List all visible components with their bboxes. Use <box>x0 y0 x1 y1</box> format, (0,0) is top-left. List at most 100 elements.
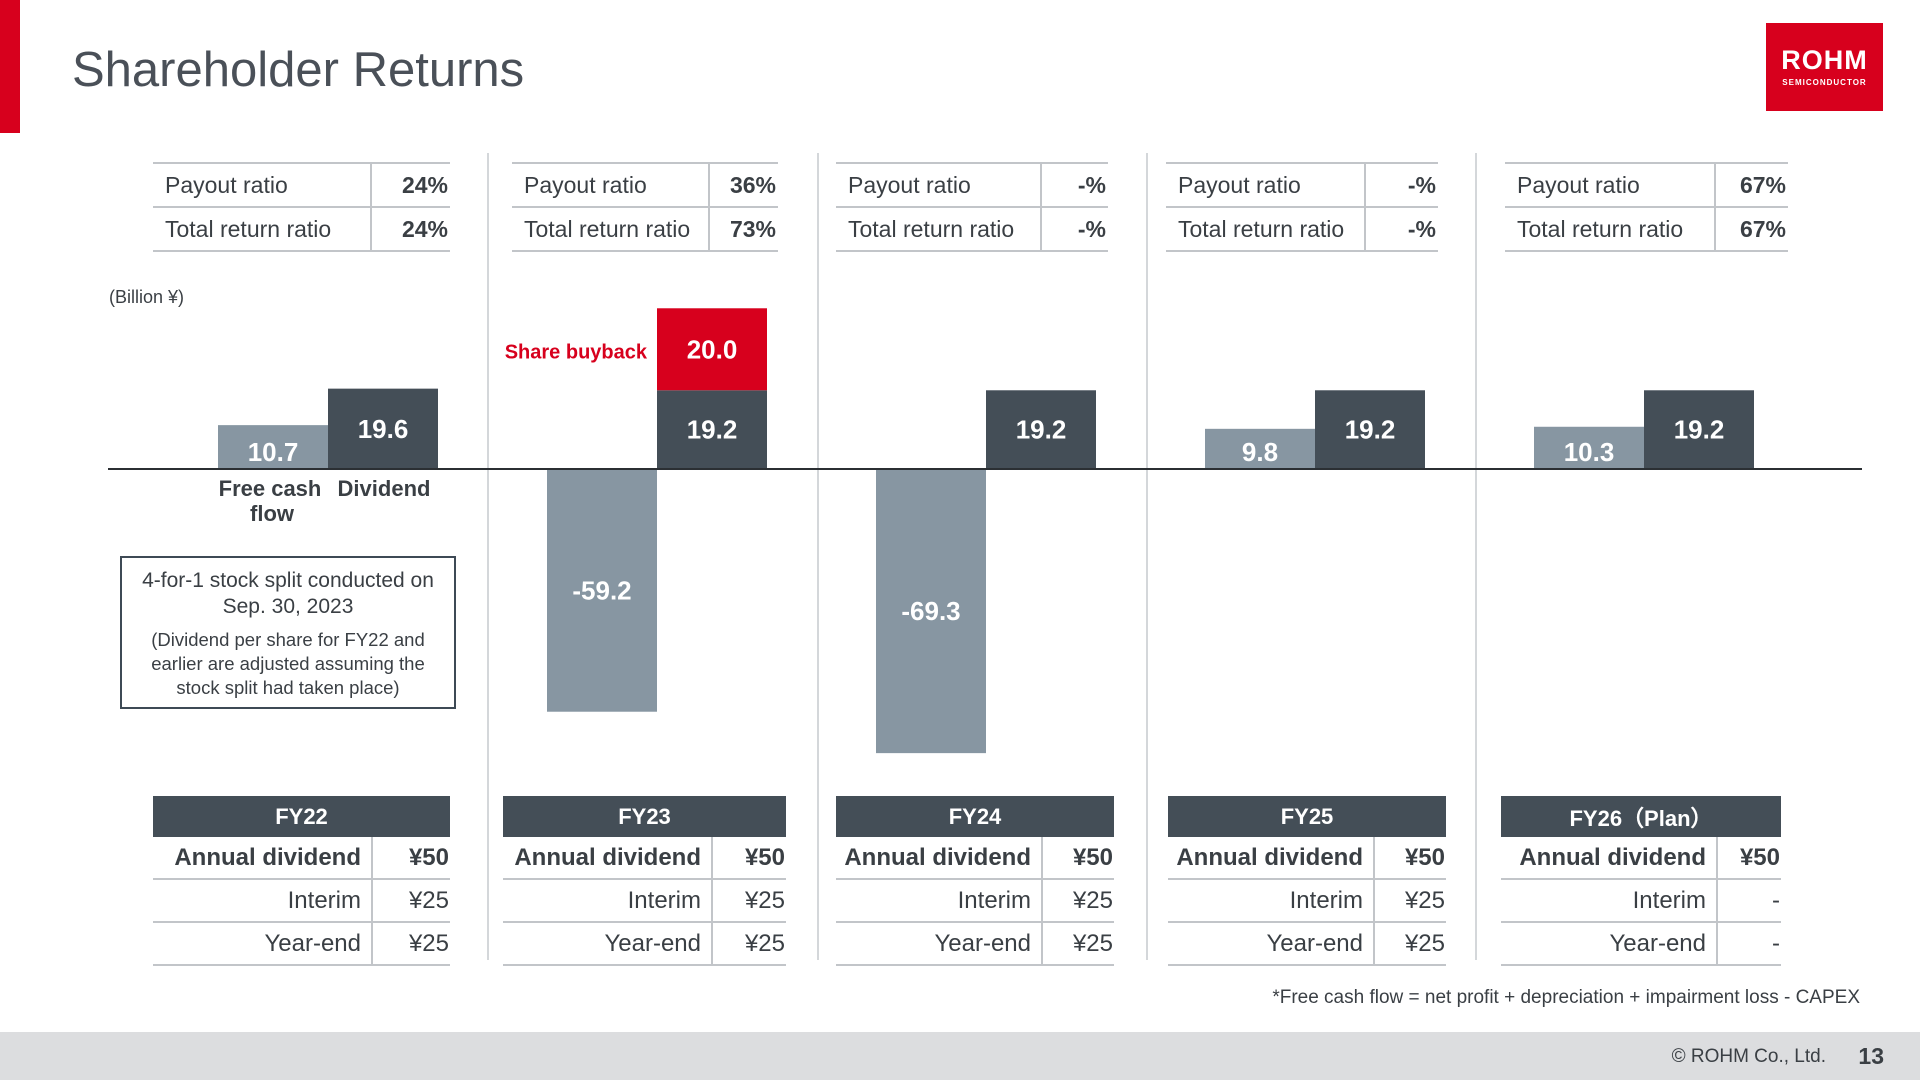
logo-main-text: ROHM <box>1781 45 1868 75</box>
year-end-label: Year-end <box>1501 922 1717 966</box>
dividend-value-label: 19.6 <box>358 414 409 444</box>
rohm-logo: ROHM SEMICONDUCTOR <box>1766 23 1883 111</box>
dividend-table-fy23: FY23 Annual dividend ¥50 Interim ¥25 Year-… <box>503 796 786 966</box>
total-return-ratio-value: 24% <box>370 207 450 252</box>
annual-dividend-value: ¥50 <box>1373 837 1446 880</box>
payout-ratio-value: -% <box>1040 162 1108 208</box>
payout-ratio-label: Payout ratio <box>836 162 1041 208</box>
ratio-table-fy24: Payout ratio -% Total return ratio -% <box>836 162 1108 252</box>
fiscal-year-header: FY22 <box>153 796 450 837</box>
total-return-ratio-value: 73% <box>708 207 778 252</box>
free-cash-flow-label: flow <box>250 501 295 526</box>
page-title: Shareholder Returns <box>72 43 525 97</box>
dividend-table-fy25: FY25 Annual dividend ¥50 Interim ¥25 Year-… <box>1168 796 1446 966</box>
ratio-table-fy23: Payout ratio 36% Total return ratio 73% <box>512 162 778 252</box>
fcf-bar <box>1534 426 1644 469</box>
year-end-label: Year-end <box>1168 922 1374 966</box>
annual-dividend-label: Annual dividend <box>836 837 1042 880</box>
total-return-ratio-value: -% <box>1364 207 1438 252</box>
fiscal-year-header: FY24 <box>836 796 1114 837</box>
annual-dividend-value: ¥50 <box>1041 837 1114 880</box>
shareholder-returns-chart: 10.7 19.6 -59.2 19.2 20.0 Share buyback -69.3 1… <box>108 308 1862 754</box>
year-end-label: Year-end <box>503 922 712 966</box>
annual-dividend-label: Annual dividend <box>1168 837 1374 880</box>
annual-dividend-label: Annual dividend <box>1501 837 1717 880</box>
total-return-ratio-label: Total return ratio <box>836 207 1041 252</box>
dividend-value-label: 19.2 <box>1674 415 1725 445</box>
payout-ratio-label: Payout ratio <box>1505 162 1715 208</box>
unit-label: (Billion ¥) <box>109 287 185 307</box>
fcf-value-label: 10.3 <box>1564 437 1615 467</box>
fcf-bar <box>218 425 328 469</box>
interim-label: Interim <box>153 879 372 923</box>
share-buyback-label: Share buyback <box>505 341 648 363</box>
dividend-bar <box>657 390 767 469</box>
payout-ratio-value: 36% <box>708 162 778 208</box>
year-end-value: ¥25 <box>371 922 450 966</box>
payout-ratio-label: Payout ratio <box>153 162 371 208</box>
fcf-bar <box>876 469 986 754</box>
fcf-value-label: 10.7 <box>248 437 299 467</box>
annual-dividend-value: ¥50 <box>711 837 786 880</box>
page-number: 13 <box>1858 1043 1884 1069</box>
dividend-bar <box>328 388 438 469</box>
dividend-value-label: 19.2 <box>687 415 738 445</box>
dividend-bar <box>1315 390 1425 469</box>
ratio-table-fy25: Payout ratio -% Total return ratio -% <box>1166 162 1438 252</box>
annual-dividend-label: Annual dividend <box>153 837 372 880</box>
total-return-ratio-value: -% <box>1040 207 1108 252</box>
fcf-value-label: -59.2 <box>572 575 631 605</box>
total-return-ratio-label: Total return ratio <box>1505 207 1715 252</box>
total-return-ratio-label: Total return ratio <box>512 207 709 252</box>
year-end-label: Year-end <box>836 922 1042 966</box>
fcf-footnote: *Free cash flow = net profit + depreciat… <box>1272 987 1860 1008</box>
copyright: © ROHM Co., Ltd. <box>1671 1046 1826 1067</box>
column-divider <box>817 153 819 960</box>
year-end-value: ¥25 <box>1373 922 1446 966</box>
fiscal-year-header: FY25 <box>1168 796 1446 837</box>
interim-value: ¥25 <box>711 879 786 923</box>
interim-value: ¥25 <box>1373 879 1446 923</box>
year-end-value: - <box>1716 922 1781 966</box>
column-divider <box>1146 153 1148 960</box>
total-return-ratio-label: Total return ratio <box>1166 207 1365 252</box>
annual-dividend-value: ¥50 <box>1716 837 1781 880</box>
fiscal-year-header: FY23 <box>503 796 786 837</box>
year-end-label: Year-end <box>153 922 372 966</box>
annual-dividend-value: ¥50 <box>371 837 450 880</box>
interim-label: Interim <box>836 879 1042 923</box>
payout-ratio-label: Payout ratio <box>1166 162 1365 208</box>
fcf-bar <box>1205 428 1315 469</box>
payout-ratio-value: 67% <box>1714 162 1788 208</box>
accent-bar <box>0 0 20 133</box>
fiscal-year-header: FY26（Plan） <box>1501 796 1781 837</box>
dividend-bar <box>986 390 1096 469</box>
interim-value: - <box>1716 879 1781 923</box>
column-divider <box>1475 153 1477 960</box>
note-sub-text: (Dividend per share for FY22 and earlier… <box>151 629 425 698</box>
year-end-value: ¥25 <box>711 922 786 966</box>
share-buyback-bar <box>657 308 767 391</box>
total-return-ratio-label: Total return ratio <box>153 207 371 252</box>
ratio-table-fy26: Payout ratio 67% Total return ratio 67% <box>1505 162 1788 252</box>
dividend-table-fy26: FY26（Plan） Annual dividend ¥50 Interim - Y… <box>1501 796 1781 966</box>
dividend-value-label: 19.2 <box>1345 415 1396 445</box>
dividend-value-label: 19.2 <box>1016 415 1067 445</box>
interim-label: Interim <box>1168 879 1374 923</box>
free-cash-flow-label: Free cash <box>219 476 322 501</box>
payout-ratio-value: 24% <box>370 162 450 208</box>
stock-split-note: 4-for-1 stock split conducted on Sep. 30… <box>120 556 456 709</box>
year-end-value: ¥25 <box>1041 922 1114 966</box>
payout-ratio-value: -% <box>1364 162 1438 208</box>
footer: © ROHM Co., Ltd. 13 <box>0 1032 1920 1080</box>
dividend-table-fy24: FY24 Annual dividend ¥50 Interim ¥25 Year-… <box>836 796 1114 966</box>
fcf-value-label: -69.3 <box>901 596 960 626</box>
annual-dividend-label: Annual dividend <box>503 837 712 880</box>
logo-sub-text: SEMICONDUCTOR <box>1782 78 1867 87</box>
interim-value: ¥25 <box>371 879 450 923</box>
interim-label: Interim <box>503 879 712 923</box>
dividend-bar <box>1644 390 1754 469</box>
buyback-value-label: 20.0 <box>687 334 738 364</box>
dividend-label: Dividend <box>338 476 431 501</box>
fcf-value-label: 9.8 <box>1242 437 1278 467</box>
